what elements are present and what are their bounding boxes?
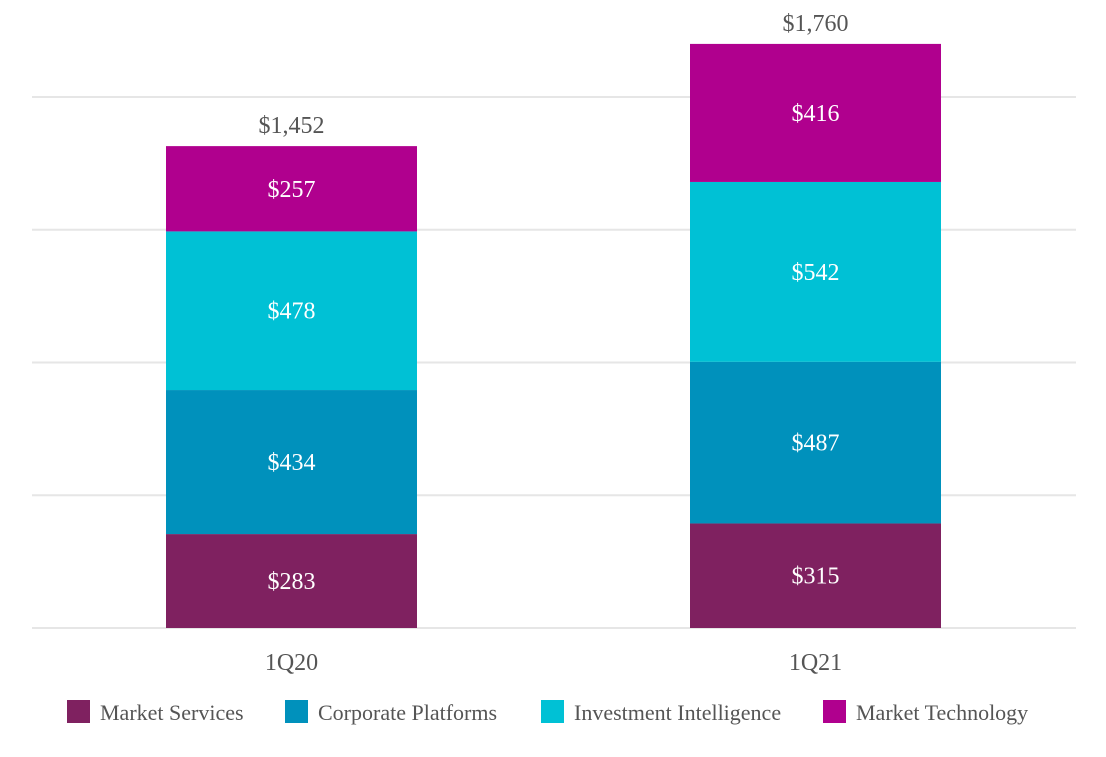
bar-segment-market-services [690,523,941,628]
total-label: $1,760 [783,11,849,37]
data-label: $257 [268,177,316,203]
bar-segment-corporate-platforms [690,361,941,524]
bar-segment-investment-intelligence [166,231,417,391]
data-label: $434 [268,450,316,476]
data-label: $416 [792,101,840,127]
data-label: $478 [268,299,316,325]
bar-segment-corporate-platforms [166,390,417,535]
bar-segment-market-technology [690,43,941,182]
data-label: $487 [792,431,840,457]
bar-segment-investment-intelligence [690,181,941,362]
legend-swatch [285,700,308,723]
data-label: $283 [268,569,316,595]
legend-label: Market Technology [856,700,1028,725]
total-label: $1,452 [259,113,325,139]
legend-label: Market Services [100,700,244,725]
legend-swatch [67,700,90,723]
data-label: $315 [792,564,840,590]
x-tick-label: 1Q20 [265,650,318,676]
legend-label: Corporate Platforms [318,700,497,725]
x-tick-label: 1Q21 [789,650,842,676]
legend-label: Investment Intelligence [574,700,781,725]
data-label: $542 [792,260,840,286]
bar-segment-market-services [166,534,417,628]
bar-segment-market-technology [166,146,417,232]
legend-swatch [823,700,846,723]
legend-swatch [541,700,564,723]
